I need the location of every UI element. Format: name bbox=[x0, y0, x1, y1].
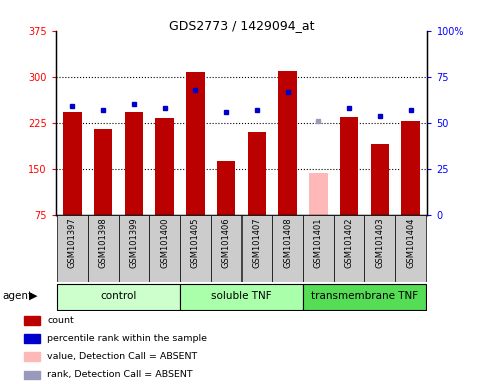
Text: GSM101402: GSM101402 bbox=[344, 217, 354, 268]
Bar bbox=[24, 371, 41, 379]
Bar bbox=[401, 121, 420, 215]
Bar bbox=[125, 112, 143, 215]
Bar bbox=[186, 72, 205, 215]
Text: GSM101407: GSM101407 bbox=[253, 217, 261, 268]
Bar bbox=[63, 113, 82, 215]
Text: value, Detection Call = ABSENT: value, Detection Call = ABSENT bbox=[47, 352, 198, 361]
Bar bbox=[57, 215, 88, 282]
Bar bbox=[365, 215, 395, 282]
Text: GSM101403: GSM101403 bbox=[375, 217, 384, 268]
Bar bbox=[278, 71, 297, 215]
Bar bbox=[57, 284, 180, 310]
Text: transmembrane TNF: transmembrane TNF bbox=[311, 291, 418, 301]
Bar bbox=[370, 144, 389, 215]
Bar bbox=[303, 215, 334, 282]
Bar bbox=[24, 334, 41, 343]
Text: count: count bbox=[47, 316, 74, 324]
Text: GSM101401: GSM101401 bbox=[314, 217, 323, 268]
Bar bbox=[211, 215, 242, 282]
Bar bbox=[242, 215, 272, 282]
Text: percentile rank within the sample: percentile rank within the sample bbox=[47, 334, 207, 343]
Bar bbox=[303, 284, 426, 310]
Bar bbox=[88, 215, 118, 282]
Text: GSM101406: GSM101406 bbox=[222, 217, 230, 268]
Text: GSM101399: GSM101399 bbox=[129, 217, 139, 268]
Bar bbox=[272, 215, 303, 282]
Bar bbox=[395, 215, 426, 282]
Text: GSM101397: GSM101397 bbox=[68, 217, 77, 268]
Text: GSM101404: GSM101404 bbox=[406, 217, 415, 268]
Bar bbox=[180, 284, 303, 310]
Text: GSM101405: GSM101405 bbox=[191, 217, 200, 268]
Text: rank, Detection Call = ABSENT: rank, Detection Call = ABSENT bbox=[47, 371, 193, 379]
Bar bbox=[180, 215, 211, 282]
Bar bbox=[248, 132, 266, 215]
Bar bbox=[94, 129, 113, 215]
Text: ▶: ▶ bbox=[28, 291, 37, 301]
Text: GSM101408: GSM101408 bbox=[283, 217, 292, 268]
Text: GSM101398: GSM101398 bbox=[99, 217, 108, 268]
Bar bbox=[24, 352, 41, 361]
Text: GDS2773 / 1429094_at: GDS2773 / 1429094_at bbox=[169, 19, 314, 32]
Text: agent: agent bbox=[2, 291, 32, 301]
Bar bbox=[156, 118, 174, 215]
Bar bbox=[149, 215, 180, 282]
Text: GSM101400: GSM101400 bbox=[160, 217, 169, 268]
Text: control: control bbox=[100, 291, 137, 301]
Bar bbox=[340, 117, 358, 215]
Text: soluble TNF: soluble TNF bbox=[211, 291, 272, 301]
Bar bbox=[24, 316, 41, 324]
Bar bbox=[118, 215, 149, 282]
Bar bbox=[334, 215, 365, 282]
Bar bbox=[309, 173, 327, 215]
Bar bbox=[217, 161, 235, 215]
